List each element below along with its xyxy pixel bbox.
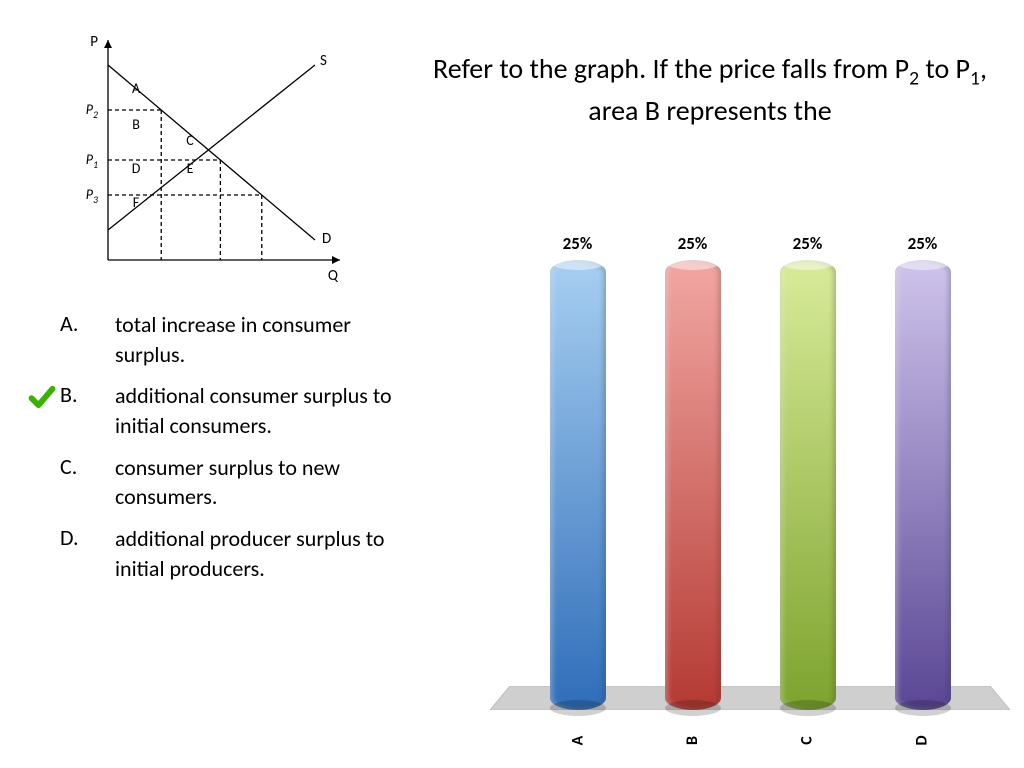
- svg-text:D: D: [132, 160, 141, 177]
- bar-cylinder: [895, 260, 951, 710]
- question-sub2: 1: [970, 67, 980, 91]
- svg-text:D: D: [322, 230, 331, 248]
- bar-cylinder: [550, 260, 606, 710]
- bar-label: B: [683, 736, 702, 745]
- svg-text:A: A: [132, 80, 141, 97]
- svg-text:P3: P3: [86, 186, 98, 206]
- bar-column: 25%B: [660, 233, 726, 710]
- question-text: Refer to the graph. If the price falls f…: [430, 50, 990, 130]
- page: P Q S D P2 P1 P3 A B C D E F Refer to the graph. If …: [0, 0, 1024, 768]
- svg-text:Q: Q: [328, 267, 339, 285]
- bar-label: C: [798, 736, 817, 744]
- bar-column: 25%C: [775, 233, 841, 710]
- answer-row[interactable]: B.additional consumer surplus to initial…: [40, 381, 420, 440]
- answer-row[interactable]: C.consumer surplus to new consumers.: [40, 453, 420, 512]
- question-mid: to P: [919, 51, 970, 86]
- supply-demand-graph: P Q S D P2 P1 P3 A B C D E F: [40, 25, 350, 285]
- bar-column: 25%A: [545, 233, 611, 710]
- answer-letter: D.: [40, 524, 115, 551]
- answer-list: A.total increase in consumer surplus. B.a…: [40, 310, 420, 596]
- svg-text:B: B: [132, 116, 140, 133]
- answer-row[interactable]: D.additional producer surplus to initial…: [40, 524, 420, 583]
- bar-column: 25%D: [890, 233, 956, 710]
- answer-text: consumer surplus to new consumers.: [115, 453, 420, 512]
- check-icon: [28, 383, 56, 411]
- graph-svg: P Q S D P2 P1 P3 A B C D E F: [40, 25, 350, 285]
- svg-text:P: P: [90, 33, 98, 51]
- answer-letter: A.: [40, 310, 115, 337]
- answer-text: additional consumer surplus to initial c…: [115, 381, 420, 440]
- answer-text: additional producer surplus to initial p…: [115, 524, 420, 583]
- answer-letter: C.: [40, 453, 115, 480]
- answer-text: total increase in consumer surplus.: [115, 310, 420, 369]
- svg-text:S: S: [320, 52, 327, 70]
- answer-row[interactable]: A.total increase in consumer surplus.: [40, 310, 420, 369]
- svg-text:P2: P2: [86, 101, 98, 121]
- bar-label: D: [913, 735, 932, 745]
- bar-percent: 25%: [793, 233, 823, 254]
- poll-bar-chart: 25%A25%B25%C25%D: [480, 190, 1020, 750]
- bar-percent: 25%: [678, 233, 708, 254]
- bar-cylinder: [665, 260, 721, 710]
- svg-text:C: C: [186, 132, 194, 149]
- bar-percent: 25%: [908, 233, 938, 254]
- bar-label: A: [568, 736, 587, 746]
- bars-row: 25%A 25%B 25%C 25%D: [520, 190, 980, 710]
- question-sub1: 2: [909, 67, 919, 91]
- question-pre: Refer to the graph. If the price falls f…: [433, 51, 909, 86]
- bar-cylinder: [780, 260, 836, 710]
- svg-text:F: F: [133, 194, 140, 211]
- svg-text:P1: P1: [86, 151, 98, 171]
- svg-text:E: E: [187, 160, 194, 177]
- bar-percent: 25%: [563, 233, 593, 254]
